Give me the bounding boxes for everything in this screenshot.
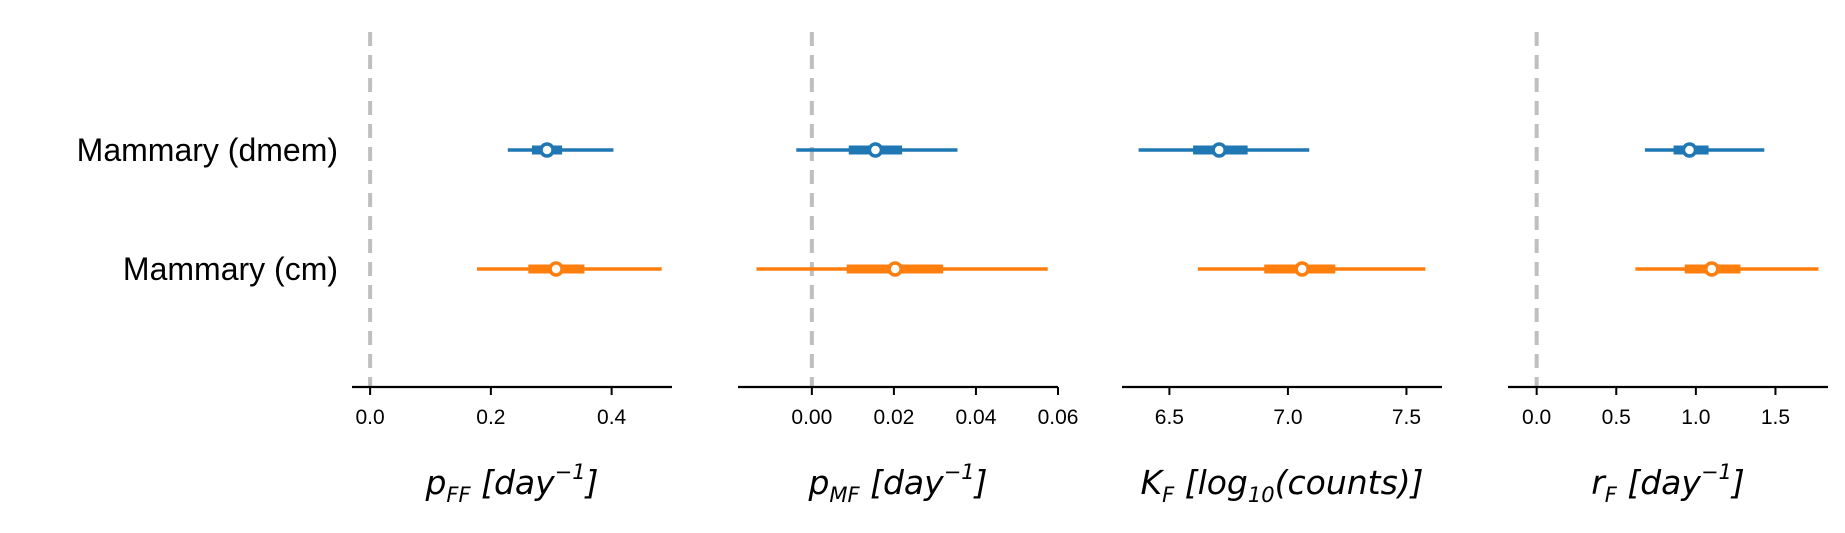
x-axis-label: rF [day−1] [1591, 460, 1745, 507]
x-axis-label: pMF [day−1] [807, 460, 987, 507]
x-tick-label: 0.04 [956, 406, 997, 429]
x-tick-label: 1.5 [1761, 406, 1790, 429]
panel-KF: 6.5 7.0 7.5 KF [log10(counts)] [1122, 142, 1442, 507]
x-tick-label: 0.0 [356, 406, 385, 429]
x-tick-label: 0.4 [597, 406, 627, 429]
point-estimate [1681, 142, 1698, 158]
x-tick-label: 0.0 [1522, 406, 1551, 429]
x-tick-label: 1.0 [1681, 406, 1710, 429]
panel-rF: 0.0 0.5 1.0 1.5 rF [day−1] [1508, 32, 1828, 507]
point-estimate [867, 142, 884, 158]
row-label: Mammary (cm) [123, 251, 338, 287]
x-tick-label: 0.06 [1038, 406, 1079, 429]
x-tick-label: 7.0 [1273, 406, 1302, 429]
panel-pMF: 0.00 0.02 0.04 0.06 pMF [day−1] [738, 32, 1078, 507]
x-tick-label: 0.5 [1602, 406, 1631, 429]
x-tick-label: 0.00 [791, 406, 832, 429]
x-axis-label: KF [log10(counts)] [1140, 463, 1423, 507]
point-estimate [1211, 142, 1227, 158]
x-tick-label: 6.5 [1155, 406, 1184, 429]
x-tick-label: 0.02 [873, 406, 914, 429]
x-axis-label: pFF [day−1] [424, 460, 598, 507]
point-estimate [539, 142, 555, 158]
point-estimate [887, 261, 903, 277]
row-label: Mammary (dmem) [77, 132, 338, 168]
point-estimate [1294, 261, 1310, 277]
point-estimate [1704, 261, 1720, 277]
x-tick-label: 7.5 [1392, 406, 1421, 429]
panel-pFF: 0.0 0.2 0.4 pFF [day−1] [352, 32, 672, 507]
point-estimate [548, 261, 564, 277]
x-tick-label: 0.2 [476, 406, 505, 429]
